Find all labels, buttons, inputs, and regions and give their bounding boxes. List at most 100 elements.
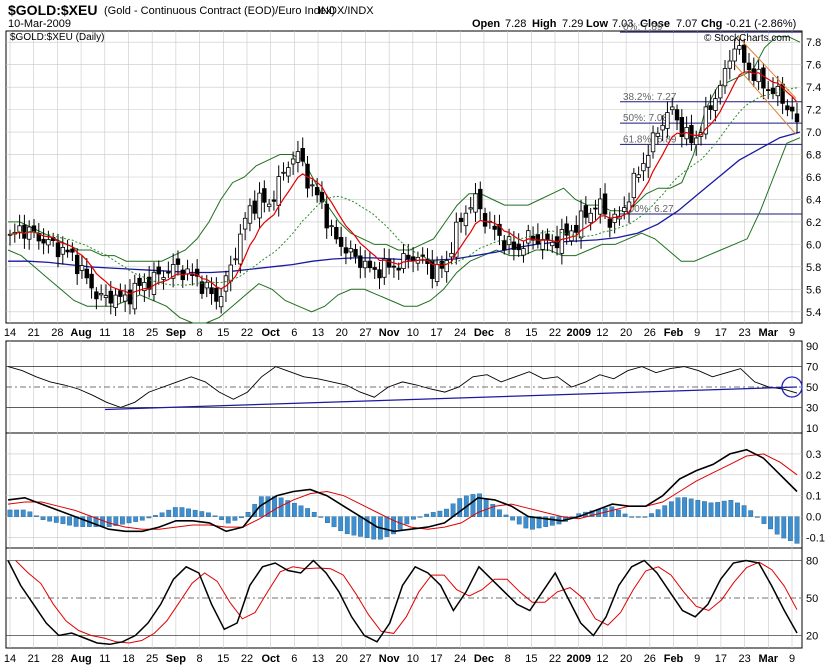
macd-histogram-bar	[364, 516, 370, 539]
x-tick-label-bottom: Dec	[474, 653, 494, 665]
stoch-y-tick: 50	[806, 593, 818, 605]
macd-histogram-bar	[781, 516, 787, 539]
macd-histogram-bar	[225, 516, 231, 524]
x-tick-label-top: 17	[715, 327, 727, 339]
candle-body	[79, 265, 85, 271]
macd-histogram-bar	[272, 496, 277, 517]
x-tick-label-bottom: Mar	[759, 653, 779, 665]
candle-body	[290, 158, 296, 165]
candle-body	[775, 85, 781, 97]
candle-body	[708, 105, 713, 110]
x-tick-label-bottom: Nov	[379, 653, 401, 665]
candle-body	[794, 113, 800, 123]
macd-histogram-bar	[384, 516, 390, 537]
macd-histogram-bar	[616, 509, 621, 517]
macd-histogram-bar	[609, 506, 615, 517]
moving-average-mid	[9, 87, 798, 286]
x-tick-label-top: 11	[99, 327, 110, 339]
x-tick-label-top: 25	[146, 327, 158, 339]
macd-histogram-bar	[430, 512, 436, 517]
macd-histogram-bar	[642, 516, 648, 518]
macd-histogram-bar	[7, 509, 13, 517]
price-y-tick: 6.4	[806, 194, 821, 206]
macd-histogram-bar	[139, 516, 145, 521]
x-tick-label-top: 20	[620, 327, 632, 339]
candle-body	[497, 223, 502, 236]
macd-histogram-bar	[437, 510, 443, 517]
candle-body	[588, 212, 593, 224]
macd-histogram-bar	[20, 509, 26, 517]
candle-body	[751, 68, 757, 81]
open-value: 7.28	[505, 18, 526, 30]
low-label: Low	[586, 18, 608, 30]
macd-histogram-bar	[245, 512, 251, 517]
macd-histogram-bar	[60, 516, 66, 525]
price-y-tick: 5.6	[806, 284, 821, 296]
macd-histogram-bar	[655, 509, 661, 517]
macd-histogram-bar	[298, 505, 304, 517]
candle-body	[94, 291, 99, 300]
candle-body	[391, 265, 397, 268]
candle-body	[209, 287, 214, 295]
rsi-highlight-circle	[781, 376, 803, 398]
chart-marks: 0%: 7.89 38.2%: 7.27 50%: 7.08 61.8%: 6.89 1…	[7, 22, 803, 646]
macd-histogram-bar	[668, 501, 674, 517]
x-tick-label-top: 2009	[566, 327, 590, 339]
macd-histogram-bar	[589, 510, 595, 517]
candle-body	[718, 84, 723, 99]
candle-body	[151, 271, 157, 295]
candle-body	[598, 198, 603, 215]
x-tick-label-top: 28	[51, 327, 63, 339]
x-tick-label-top: Oct	[261, 327, 280, 339]
macd-histogram-bar	[311, 511, 317, 517]
candle-body	[266, 203, 272, 208]
macd-histogram-bar	[331, 516, 337, 528]
close-label: Close	[640, 18, 670, 30]
x-tick-label-top: Mar	[759, 327, 779, 339]
ohlc-readout: Open 7.28 High 7.29 Low 7.03 Close 7.07 …	[472, 18, 796, 30]
candle-body	[113, 294, 118, 308]
x-tick-label-top: 15	[217, 327, 229, 339]
candle-body	[353, 248, 358, 257]
x-tick-label-bottom: 13	[312, 653, 324, 665]
candle-body	[602, 193, 608, 215]
stoch-d-line	[15, 560, 798, 644]
macd-histogram-bar	[40, 516, 46, 520]
candle-body	[103, 295, 109, 299]
candle-body	[142, 282, 147, 292]
high-value: 7.29	[562, 18, 583, 30]
macd-histogram-bar	[358, 516, 363, 537]
candle-body	[756, 68, 761, 83]
macd-histogram-bar	[199, 511, 205, 517]
rsi-y-tick: 70	[806, 362, 818, 374]
macd-histogram-bar	[53, 516, 59, 523]
candle-body	[732, 48, 737, 62]
price-y-tick: 7.8	[806, 37, 821, 49]
macd-y-tick: -0.1	[806, 533, 825, 545]
candle-body	[516, 243, 521, 251]
macd-histogram-bar	[265, 496, 271, 517]
candle-body	[190, 274, 195, 276]
macd-histogram-bar	[768, 516, 773, 530]
macd-histogram-bar	[549, 516, 555, 526]
candle-body	[670, 106, 675, 111]
x-tick-label-bottom: 2009	[566, 653, 590, 665]
channel-line-upper	[737, 36, 797, 99]
macd-histogram-bar	[523, 516, 529, 529]
macd-histogram-bar	[371, 516, 377, 540]
candle-body	[300, 148, 305, 162]
candle-body	[631, 172, 637, 199]
rsi-line	[7, 366, 798, 408]
price-y-tick: 6.8	[806, 150, 821, 162]
candle-body	[199, 281, 205, 294]
candle-body	[242, 217, 248, 230]
stoch-y-tick: 80	[806, 556, 818, 568]
macd-histogram-bar	[483, 498, 489, 517]
candle-body	[396, 267, 401, 271]
candle-body	[713, 98, 718, 111]
macd-histogram-bar	[490, 504, 496, 517]
candle-body	[454, 221, 459, 258]
macd-y-tick: 0.1	[806, 491, 821, 503]
candle-body	[204, 281, 209, 289]
bollinger-lower	[7, 137, 801, 324]
